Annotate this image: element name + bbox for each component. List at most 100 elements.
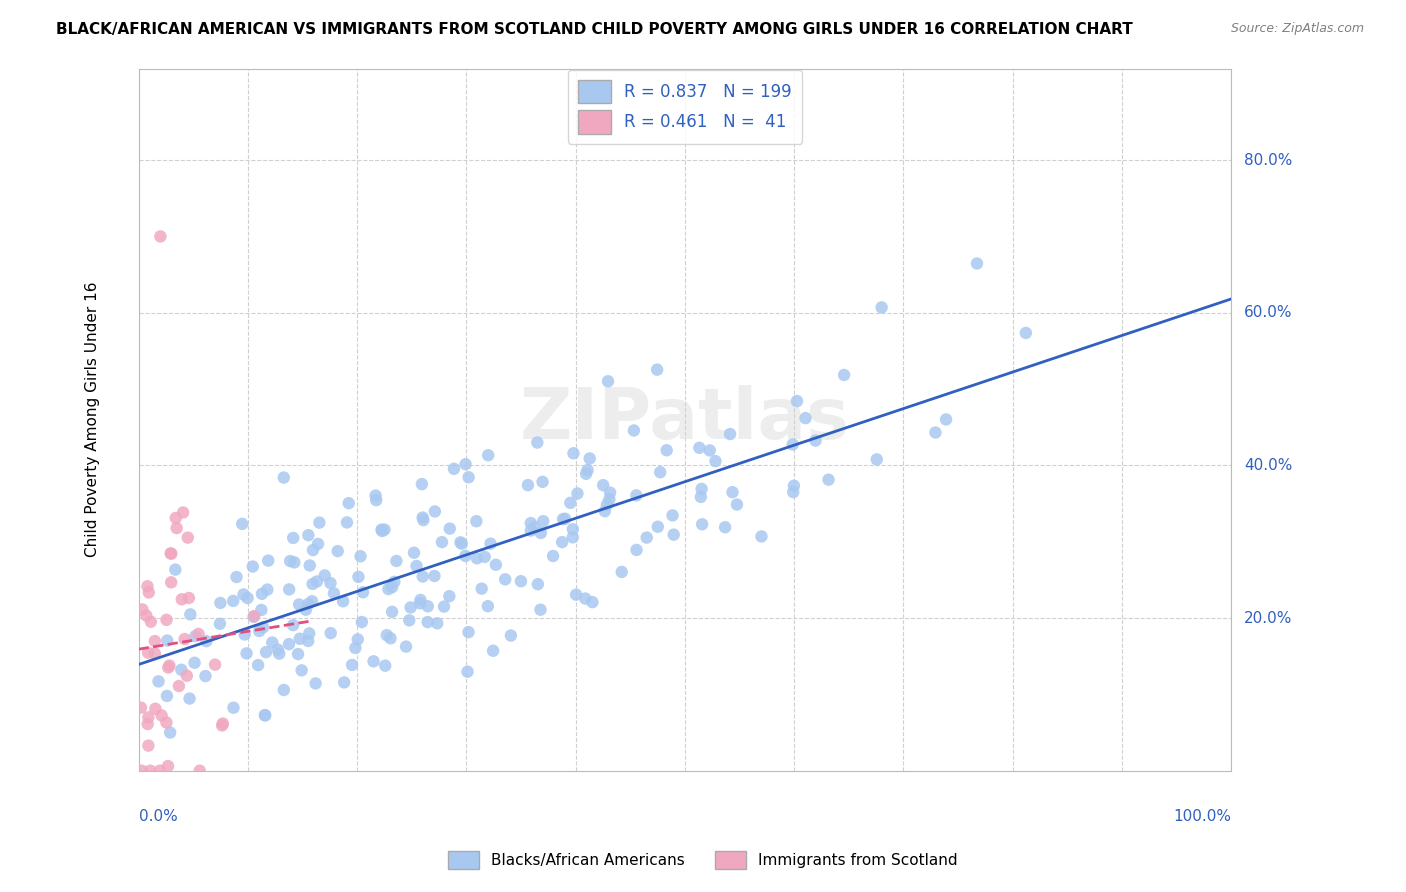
Point: [159, 546, 181, 560]
Point: [485, 558, 508, 572]
Point: [416, 599, 439, 614]
Point: [136, 579, 159, 593]
Point: [204, 657, 226, 672]
Point: [465, 514, 488, 528]
Point: [231, 516, 253, 531]
Point: [170, 592, 193, 607]
Point: [409, 593, 432, 607]
Point: [725, 498, 748, 512]
Point: [576, 463, 599, 477]
Point: [531, 475, 554, 489]
Point: [395, 640, 418, 654]
Point: [866, 452, 889, 467]
Point: [786, 394, 808, 409]
Point: [273, 683, 295, 698]
Point: [599, 485, 621, 500]
Point: [366, 493, 388, 508]
Point: [195, 634, 218, 648]
Point: [278, 554, 301, 568]
Point: [574, 591, 596, 606]
Point: [565, 588, 588, 602]
Point: [254, 645, 277, 659]
Point: [966, 256, 988, 270]
Point: [423, 504, 446, 518]
Point: [225, 570, 247, 584]
Point: [581, 595, 603, 609]
Point: [177, 531, 200, 545]
Point: [287, 647, 309, 661]
Point: [298, 558, 321, 573]
Point: [578, 451, 600, 466]
Point: [626, 488, 648, 502]
Point: [371, 524, 394, 538]
Point: [257, 553, 280, 567]
Point: [457, 470, 479, 484]
Point: [138, 710, 160, 724]
Point: [160, 547, 183, 561]
Point: [349, 549, 371, 564]
Point: [138, 585, 160, 599]
Point: [156, 689, 179, 703]
Point: [297, 597, 319, 611]
Point: [567, 486, 589, 500]
Point: [305, 574, 328, 589]
Point: [870, 301, 893, 315]
Point: [523, 520, 546, 534]
Point: [794, 411, 817, 425]
Point: [131, 764, 153, 778]
Point: [157, 759, 180, 773]
Point: [212, 716, 235, 731]
Point: [157, 660, 180, 674]
Point: [935, 412, 957, 426]
Point: [782, 485, 804, 500]
Point: [129, 700, 152, 714]
Point: [308, 516, 330, 530]
Point: [457, 625, 479, 640]
Point: [690, 517, 713, 532]
Point: [333, 675, 356, 690]
Point: [307, 537, 329, 551]
Point: [782, 437, 804, 451]
Point: [347, 570, 370, 584]
Point: [194, 669, 217, 683]
Point: [530, 526, 553, 541]
Point: [647, 520, 669, 534]
Legend: R = 0.837   N = 199, R = 0.461   N =  41: R = 0.837 N = 199, R = 0.461 N = 41: [568, 70, 801, 144]
Point: [551, 535, 574, 549]
Point: [465, 551, 488, 566]
Point: [332, 594, 354, 608]
Point: [596, 498, 619, 512]
Point: [148, 674, 170, 689]
Point: [143, 647, 166, 661]
Point: [211, 718, 233, 732]
Point: [520, 524, 543, 538]
Point: [783, 479, 806, 493]
Point: [662, 527, 685, 541]
Point: [471, 582, 494, 596]
Point: [412, 513, 434, 527]
Point: [242, 559, 264, 574]
Point: [319, 626, 342, 640]
Point: [139, 764, 162, 778]
Text: 40.0%: 40.0%: [1244, 458, 1292, 473]
Point: [443, 462, 465, 476]
Point: [314, 568, 336, 582]
Point: [751, 529, 773, 543]
Point: [804, 434, 827, 448]
Point: [149, 229, 172, 244]
Point: [236, 591, 259, 605]
Point: [636, 531, 658, 545]
Point: [380, 632, 402, 646]
Point: [143, 634, 166, 648]
Point: [326, 544, 349, 558]
Point: [165, 563, 187, 577]
Point: [398, 613, 420, 627]
Point: [281, 618, 304, 632]
Point: [273, 470, 295, 484]
Point: [167, 679, 190, 693]
Point: [554, 511, 576, 525]
Point: [159, 725, 181, 739]
Point: [291, 664, 314, 678]
Point: [439, 589, 461, 603]
Point: [520, 516, 543, 530]
